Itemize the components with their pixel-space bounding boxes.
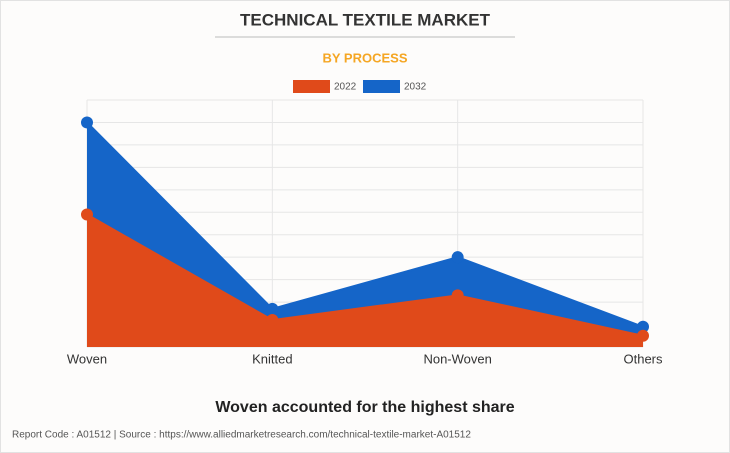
area bbox=[87, 122, 643, 347]
footer: Report Code : A01512 | Source : https://… bbox=[12, 430, 471, 441]
point bbox=[451, 289, 464, 302]
chart-title: TECHNICAL TEXTILE MARKET bbox=[240, 10, 491, 29]
line bbox=[86, 213, 644, 337]
x-tick-label: Others bbox=[623, 351, 663, 366]
chart-subtitle: BY PROCESS bbox=[322, 50, 407, 65]
legend-label: 2032 bbox=[404, 82, 427, 93]
legend-swatch bbox=[363, 80, 400, 93]
point bbox=[637, 329, 649, 342]
x-tick-label: Woven bbox=[67, 351, 107, 366]
legend-label: 2022 bbox=[334, 82, 357, 93]
x-tick-label: Knitted bbox=[252, 351, 292, 366]
caption: Woven accounted for the highest share bbox=[215, 399, 514, 416]
area bbox=[87, 214, 643, 347]
point bbox=[266, 314, 279, 327]
legend-swatch bbox=[293, 80, 330, 93]
point bbox=[81, 208, 93, 221]
point bbox=[451, 251, 464, 264]
x-tick-label: Non-Woven bbox=[423, 351, 491, 366]
point bbox=[266, 302, 279, 315]
point bbox=[637, 320, 649, 333]
line bbox=[86, 121, 644, 328]
point bbox=[81, 116, 93, 129]
